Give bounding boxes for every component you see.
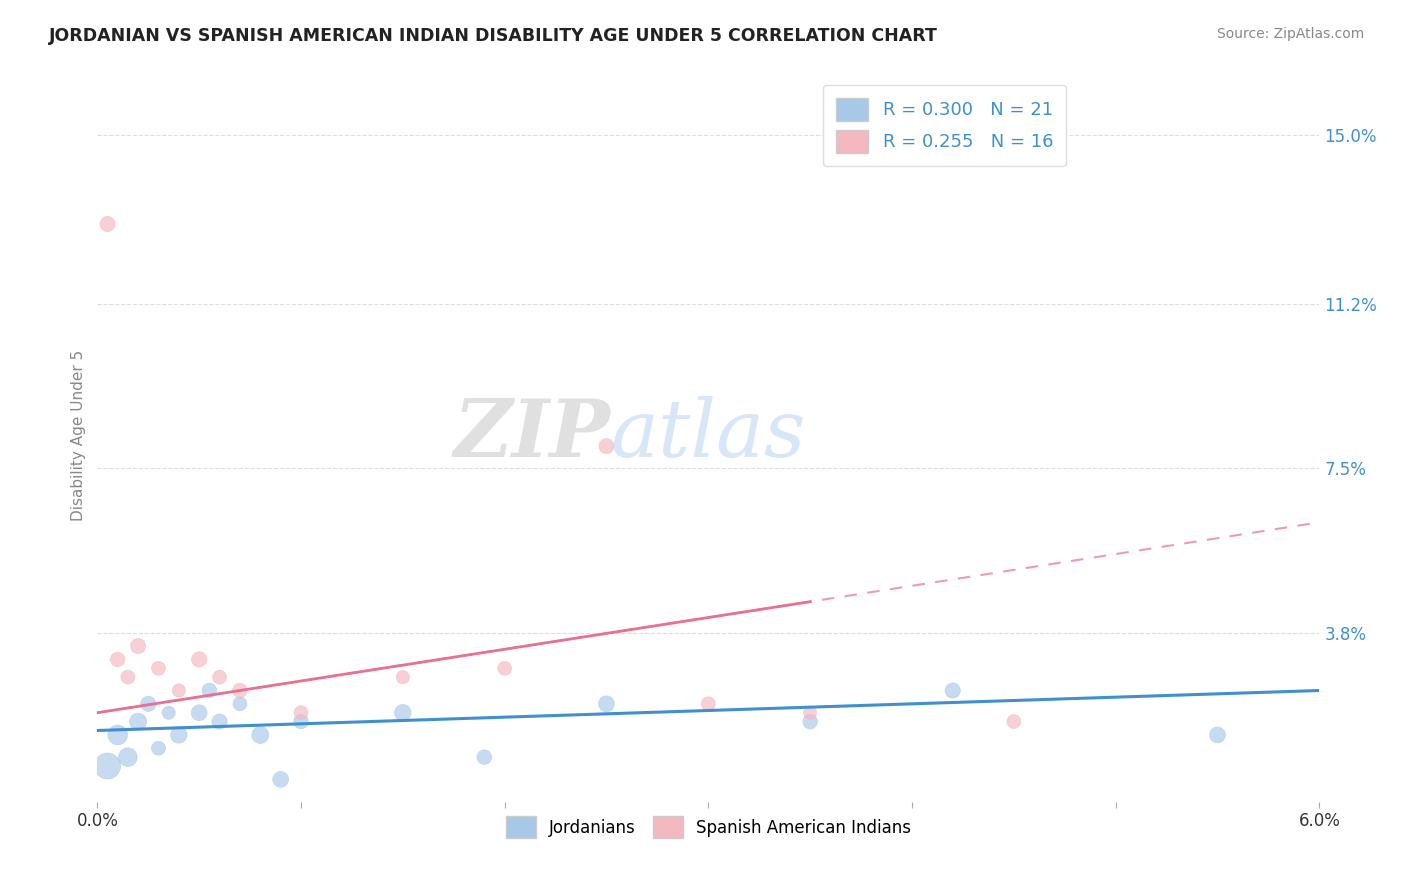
Point: [167, 728, 190, 742]
Point: [188, 652, 211, 666]
Point: [799, 714, 821, 729]
Point: [249, 728, 271, 742]
Y-axis label: Disability Age Under 5: Disability Age Under 5: [72, 350, 86, 521]
Point: [392, 670, 415, 684]
Point: [107, 652, 129, 666]
Point: [229, 697, 252, 711]
Point: [208, 670, 231, 684]
Point: [799, 706, 821, 720]
Point: [117, 670, 139, 684]
Point: [270, 772, 292, 787]
Point: [595, 439, 617, 453]
Point: [1206, 728, 1229, 742]
Point: [167, 683, 190, 698]
Point: [392, 706, 415, 720]
Point: [157, 706, 180, 720]
Point: [229, 683, 252, 698]
Point: [188, 706, 211, 720]
Text: Source: ZipAtlas.com: Source: ZipAtlas.com: [1216, 27, 1364, 41]
Point: [96, 217, 118, 231]
Legend: Jordanians, Spanish American Indians: Jordanians, Spanish American Indians: [499, 810, 918, 845]
Point: [942, 683, 965, 698]
Point: [148, 661, 170, 675]
Point: [127, 639, 149, 653]
Point: [697, 697, 720, 711]
Point: [595, 697, 617, 711]
Point: [472, 750, 495, 764]
Point: [136, 697, 159, 711]
Point: [107, 728, 129, 742]
Text: atlas: atlas: [610, 396, 806, 474]
Point: [117, 750, 139, 764]
Point: [198, 683, 221, 698]
Point: [127, 714, 149, 729]
Point: [1002, 714, 1025, 729]
Point: [290, 706, 312, 720]
Point: [148, 741, 170, 756]
Point: [290, 714, 312, 729]
Point: [96, 759, 118, 773]
Text: ZIP: ZIP: [454, 396, 610, 474]
Point: [208, 714, 231, 729]
Text: JORDANIAN VS SPANISH AMERICAN INDIAN DISABILITY AGE UNDER 5 CORRELATION CHART: JORDANIAN VS SPANISH AMERICAN INDIAN DIS…: [49, 27, 938, 45]
Point: [494, 661, 516, 675]
